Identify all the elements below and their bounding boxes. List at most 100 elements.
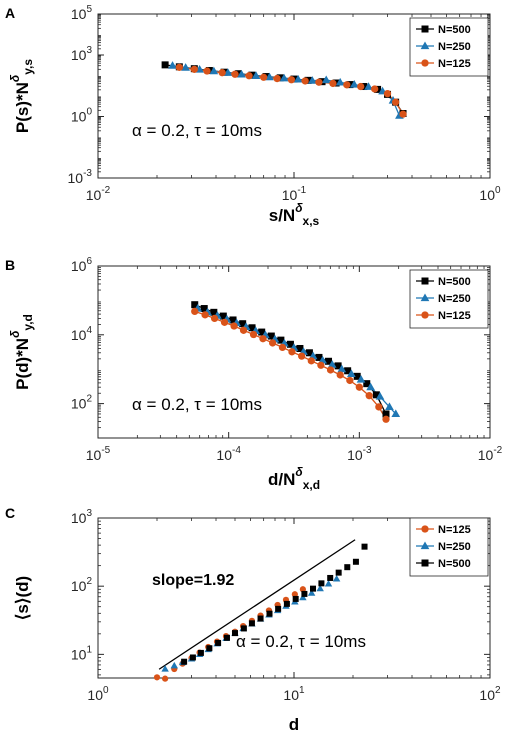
y-tick-label: 102 (71, 576, 93, 594)
data-point (316, 584, 324, 592)
data-point (245, 72, 253, 80)
data-point (299, 593, 307, 601)
data-point (268, 339, 277, 347)
slope-reference-line (158, 539, 356, 670)
data-point (191, 307, 199, 316)
data-point (344, 367, 352, 375)
data-point (258, 328, 266, 336)
y-tick-label: 103 (71, 45, 93, 63)
x-axis-label: d (289, 715, 299, 734)
data-point (335, 569, 342, 576)
data-point (257, 615, 264, 622)
y-tick-label: 103 (71, 508, 93, 526)
data-point (309, 585, 316, 592)
x-tick-label: 100 (479, 185, 501, 203)
data-point (240, 625, 247, 632)
data-point (391, 98, 400, 106)
data-point (231, 630, 238, 637)
data-point (229, 316, 237, 324)
data-point (327, 360, 337, 368)
data-point (259, 73, 268, 81)
data-point (363, 380, 371, 388)
data-point (230, 322, 238, 330)
data-point (278, 343, 287, 352)
data-point (275, 605, 282, 612)
data-point (219, 312, 227, 320)
series-markers-n-125 (191, 307, 390, 423)
data-point (334, 362, 342, 370)
legend-label: N=500 (438, 24, 471, 36)
data-point (382, 415, 390, 423)
data-point (296, 344, 304, 352)
data-point (375, 392, 385, 400)
data-point (329, 79, 337, 88)
data-point (352, 558, 359, 565)
data-point (170, 661, 178, 669)
data-point (168, 61, 177, 69)
data-point (355, 383, 363, 391)
parameter-annotation: α = 0.2, τ = 10ms (132, 121, 262, 140)
series-markers-n-500 (181, 543, 368, 665)
data-point (201, 311, 209, 319)
data-point (315, 353, 323, 361)
data-point (293, 74, 303, 83)
legend-marker (421, 59, 429, 67)
data-point (391, 409, 401, 418)
data-point (317, 361, 325, 369)
y-tick-label: 106 (71, 256, 93, 274)
series-markers-n-125 (175, 63, 407, 118)
x-tick-label: 100 (87, 685, 109, 703)
data-point (277, 336, 285, 344)
x-tick-label: 101 (283, 685, 305, 703)
data-point (307, 76, 317, 84)
y-axis-label: ⟨s⟩(d) (13, 576, 32, 620)
data-point (327, 574, 334, 581)
y-tick-label: 101 (71, 644, 93, 662)
y-axis-label: P(s)*Nδy,s (8, 59, 35, 133)
data-point (266, 610, 273, 617)
x-tick-label: 102 (479, 685, 501, 703)
data-point (335, 77, 345, 86)
data-point (365, 392, 373, 400)
data-point (332, 574, 341, 582)
slope-label: slope=1.92 (152, 572, 234, 589)
data-point (382, 410, 390, 418)
data-point (161, 675, 169, 682)
y-tick-label: 104 (71, 325, 93, 343)
data-point (353, 372, 361, 380)
x-axis-label: d/Nδx,d (268, 465, 320, 492)
x-axis-label: s/Nδx,s (269, 201, 320, 228)
legend-marker (420, 541, 430, 550)
data-point (223, 68, 233, 76)
data-point (307, 589, 316, 596)
legend-label: N=125 (438, 58, 471, 70)
data-point (200, 305, 208, 313)
x-tick-label: 10-2 (86, 185, 111, 203)
legend-label: N=500 (438, 558, 471, 570)
data-point (248, 324, 256, 332)
plot-frame (97, 265, 491, 439)
data-point (265, 72, 274, 81)
data-point (364, 82, 373, 90)
data-point (336, 371, 344, 379)
data-point (315, 78, 323, 86)
panel-label: B (5, 257, 15, 273)
data-point (337, 364, 347, 373)
data-point (189, 654, 196, 661)
data-point (366, 382, 375, 391)
data-point (383, 90, 392, 98)
data-point (209, 66, 219, 75)
chart-panel-b: B 10-5 10-4 10-3 10-2 102 104 106 d/Nδx,d P(d)*Nδ… (5, 256, 503, 492)
data-point (301, 590, 308, 597)
y-tick-label: 105 (71, 4, 93, 22)
data-point (385, 402, 394, 411)
data-point (283, 600, 290, 607)
legend-marker (421, 25, 429, 33)
data-point (161, 665, 169, 672)
legend-label: N=125 (438, 524, 471, 536)
chart-panel-a: A 10-2 10-1 100 10-3 100 103 105 s/Nδx,s P(s)*Nδy… (5, 4, 501, 228)
data-point (375, 403, 383, 411)
x-tick-label: 10-5 (86, 445, 111, 463)
x-tick-label: 10-1 (282, 185, 307, 203)
